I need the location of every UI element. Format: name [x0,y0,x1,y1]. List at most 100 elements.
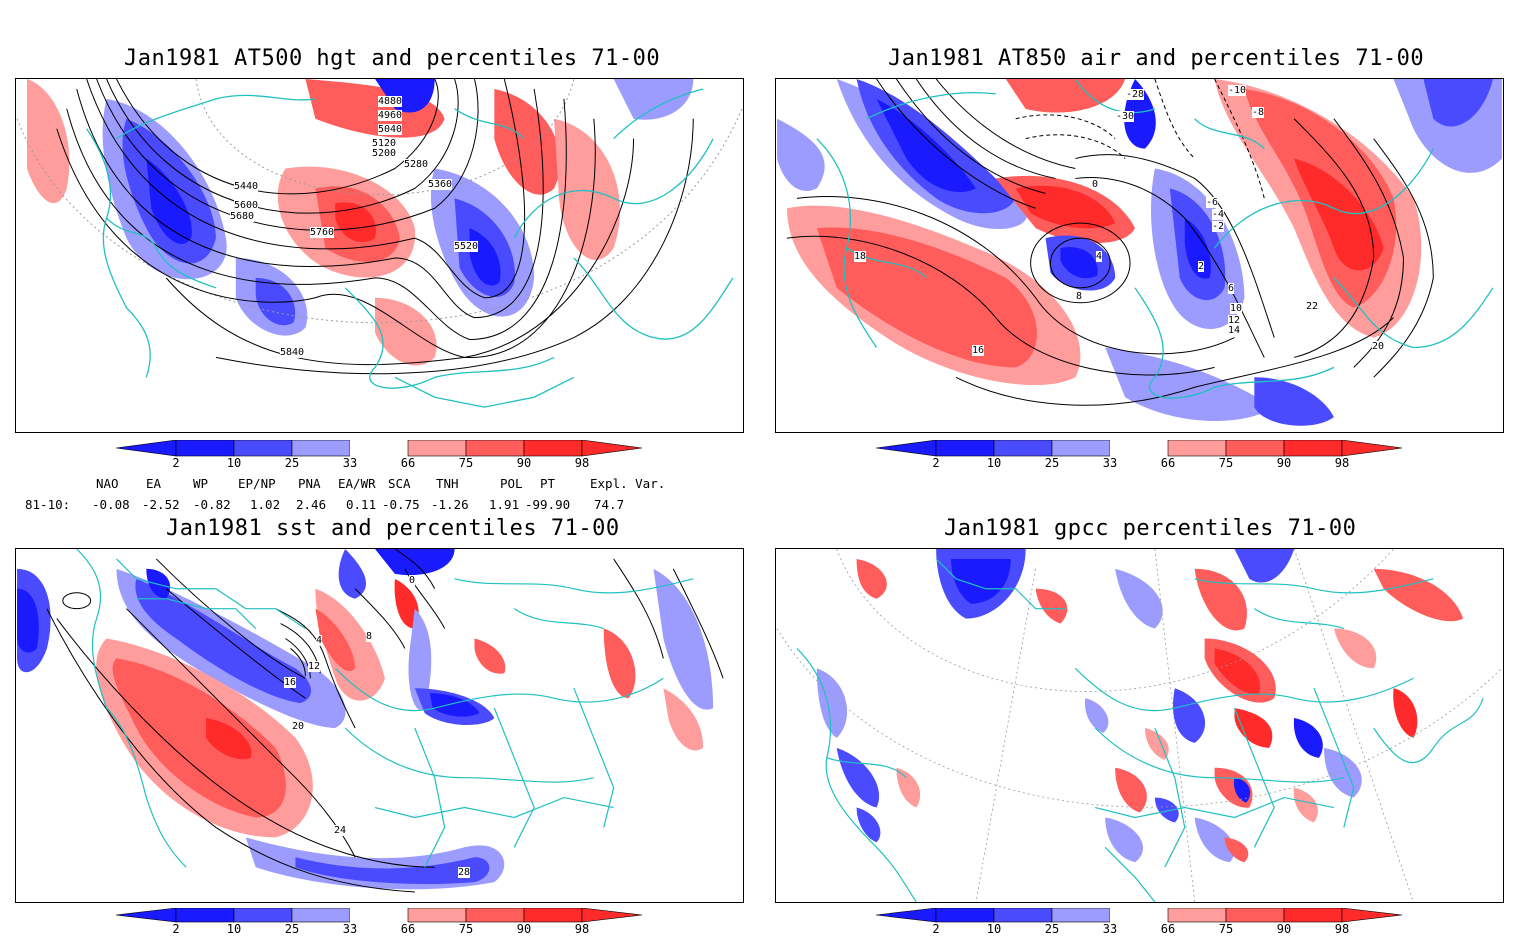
colorbar-tick: 66 [400,922,416,936]
contour-label: 14 [1228,325,1241,336]
colorbar-tick: 33 [342,922,358,936]
index-value: 1.02 [250,497,281,512]
contour-label: -8 [1252,107,1265,118]
index-header: EP/NP [238,476,276,491]
contour-label: -4 [1212,209,1225,220]
map-hgt-svg [16,79,743,432]
map-panel-gpcc [775,548,1504,903]
contour-label: 5760 [310,227,335,238]
colorbar-tick: 90 [516,456,532,470]
colorbar-tick: 10 [986,922,1002,936]
contour-label: 4 [1096,251,1103,262]
index-value: -0.08 [92,497,130,512]
contour-label: 5200 [372,148,397,159]
colorbar-gpcc: 2 10 25 33 66 75 90 98 [876,908,1406,940]
contour-label: 16 [972,345,985,356]
contour-label: -10 [1228,85,1247,96]
colorbar-hgt-svg [116,440,643,457]
colorbar-tick: 2 [932,456,940,470]
colorbar-tick: 25 [1044,922,1060,936]
index-header: EA/WR [338,476,376,491]
map-panel-sst: 0 4 8 12 16 20 24 28 [15,548,744,903]
colorbar-tick: 10 [986,456,1002,470]
colorbar-tick: 66 [1160,456,1176,470]
colorbar-tick: 98 [1334,922,1350,936]
contour-label: 5680 [230,211,255,222]
colorbar-tick: 75 [458,456,474,470]
index-header: PNA [298,476,321,491]
colorbar-gpcc-svg [876,908,1403,923]
contour-label: -6 [1206,197,1219,208]
colorbar-tick: 10 [226,922,242,936]
index-header: PT [540,476,556,491]
contour-label: 12 [1228,315,1241,326]
contour-label: 0 [1092,179,1099,190]
contour-label: 5440 [234,181,259,192]
colorbar-sst: 2 10 25 33 66 75 90 98 [116,908,646,940]
panel-title-hgt: Jan1981 AT500 hgt and percentiles 71-00 [124,46,661,71]
panel-title-air: Jan1981 AT850 air and percentiles 71-00 [888,46,1425,71]
colorbar-air-svg [876,440,1403,457]
contour-label: -30 [1116,111,1135,122]
contour-label: 16 [284,677,297,688]
colorbar-tick: 33 [1102,456,1118,470]
index-value: -0.75 [382,497,420,512]
colorbar-tick: 2 [932,922,940,936]
colorbar-tick: 33 [1102,922,1118,936]
colorbar-tick: 10 [226,456,242,470]
index-header: Expl. Var. [590,476,666,491]
contour-label: 2 [1198,261,1205,272]
colorbar-tick: 66 [400,456,416,470]
colorbar-tick: 25 [284,456,300,470]
colorbar-sst-svg [116,908,643,923]
panel-title-sst: Jan1981 sst and percentiles 71-00 [166,516,620,541]
index-header: WP [193,476,209,491]
index-value: 1.91 [489,497,520,512]
index-value: -0.82 [193,497,231,512]
map-air-svg [777,79,1502,432]
contour-label: 5600 [234,200,259,211]
map-sst-svg [17,549,742,902]
contour-label: 5120 [372,138,397,149]
contour-label: -2 [1212,221,1225,232]
index-value: 74.7 [594,497,625,512]
colorbar-tick: 90 [1276,456,1292,470]
contour-label: 4 [316,635,323,646]
colorbar-tick: 90 [1276,922,1292,936]
contour-label: 12 [308,661,321,672]
colorbar-hgt: 2 10 25 33 66 75 90 98 [116,440,646,476]
contour-label: 18 [854,251,867,262]
contour-label: 5040 [378,124,403,135]
contour-label: 20 [292,721,305,732]
contour-label: 4880 [378,96,403,107]
contour-label: 10 [1230,303,1243,314]
index-header: TNH [436,476,459,491]
contour-label: -28 [1126,89,1145,100]
contour-label: 28 [458,867,471,878]
colorbar-tick: 66 [1160,922,1176,936]
colorbar-tick: 2 [172,456,180,470]
contour-label: 4960 [378,110,403,121]
index-header: EA [146,476,162,491]
index-value: -1.26 [431,497,469,512]
contour-label: 24 [334,825,347,836]
map-panel-hgt: 4880 4960 5040 5120 5200 5280 5360 5440 … [15,78,744,433]
colorbar-tick: 25 [284,922,300,936]
colorbar-tick: 75 [458,922,474,936]
index-value: 0.11 [346,497,377,512]
contour-label: 6 [1228,283,1235,294]
map-gpcc-svg [776,549,1503,902]
colorbar-tick: 98 [1334,456,1350,470]
index-value: -2.52 [142,497,180,512]
contour-label: 0 [409,575,416,586]
contour-label: 20 [1372,341,1385,352]
index-header: POL [500,476,523,491]
contour-label: 5280 [404,159,429,170]
index-row-label: 81-10: [25,497,71,512]
map-panel-air: -28 -30 -10 -8 -6 -4 -2 0 2 4 6 8 10 12 … [775,78,1504,433]
colorbar-tick: 98 [574,922,590,936]
panel-title-gpcc: Jan1981 gpcc percentiles 71-00 [944,516,1357,541]
colorbar-tick: 90 [516,922,532,936]
colorbar-tick: 75 [1218,456,1234,470]
colorbar-tick: 25 [1044,456,1060,470]
